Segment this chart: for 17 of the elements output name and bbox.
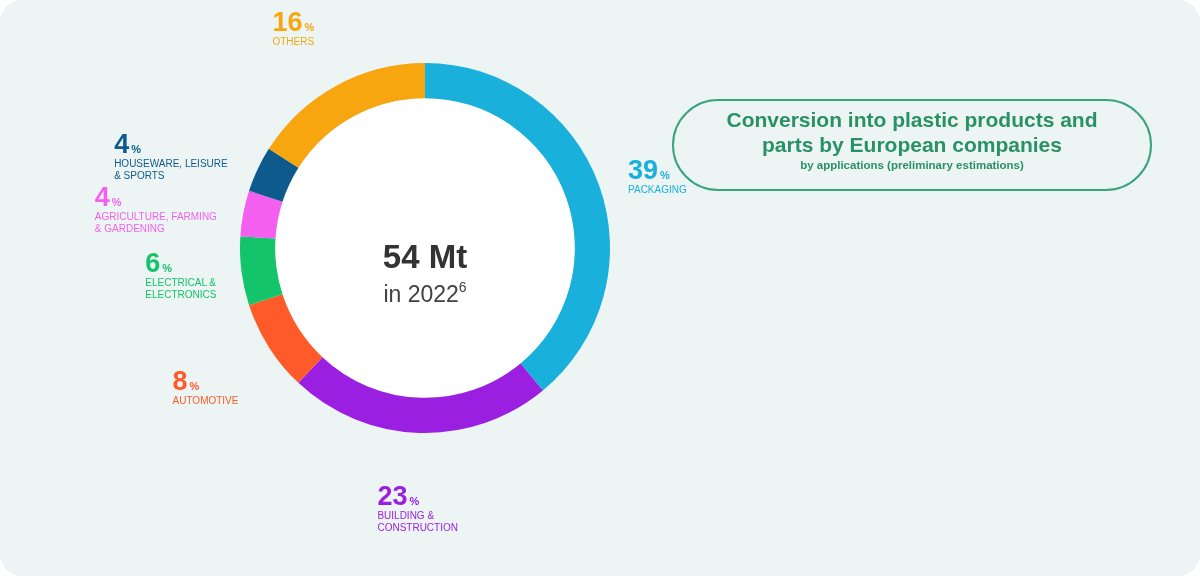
text: Conversion into plastic products and parts by European companies	[725, 107, 1099, 157]
data-label: 6%	[145, 248, 173, 279]
slice-label: BUILDING & CONSTRUCTION	[377, 509, 458, 533]
text: 54 Mt	[382, 238, 468, 275]
data-label: 8%	[172, 366, 200, 397]
data-label: 4%	[94, 182, 122, 213]
text: by applications (preliminary estimations)	[799, 158, 1025, 172]
slice-label: PACKAGING	[628, 183, 687, 195]
slice-label: AUTOMOTIVE	[172, 395, 239, 407]
slice-label: OTHERS	[272, 35, 315, 47]
slice-label: AGRICULTURE, FARMING & GARDENING	[94, 211, 218, 235]
data-label: 4%	[114, 129, 142, 160]
data-label: 23%	[377, 480, 420, 511]
slice-label: HOUSEWARE, LEISURE & SPORTS	[114, 158, 229, 182]
data-label: 39%	[628, 154, 671, 185]
slice-label: ELECTRICAL & ELECTRONICS	[145, 277, 217, 301]
data-label: 16%	[272, 6, 315, 37]
